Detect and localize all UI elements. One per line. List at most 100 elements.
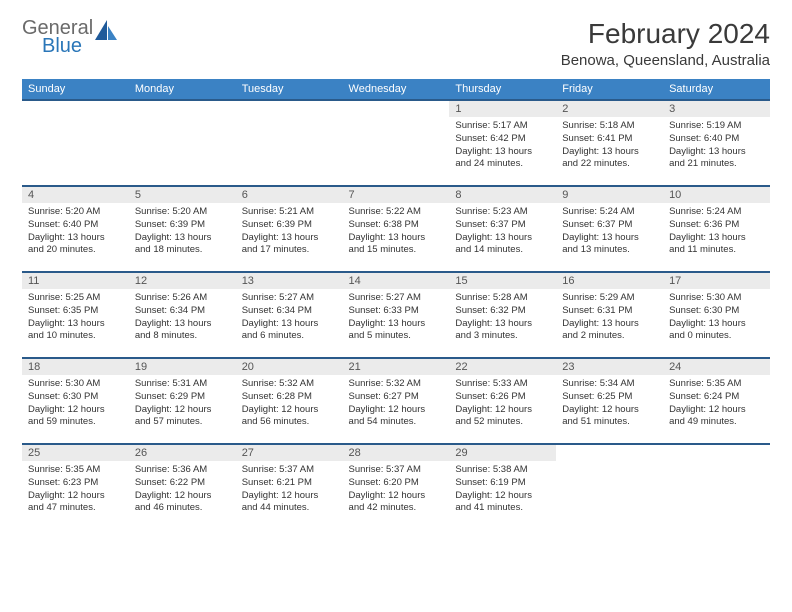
- day-details: Sunrise: 5:23 AMSunset: 6:37 PMDaylight:…: [449, 203, 556, 261]
- daylight-line: Daylight: 13 hours and 17 minutes.: [242, 232, 337, 258]
- day-details: Sunrise: 5:24 AMSunset: 6:37 PMDaylight:…: [556, 203, 663, 261]
- sunset-line: Sunset: 6:30 PM: [669, 305, 764, 318]
- sunrise-line: Sunrise: 5:21 AM: [242, 206, 337, 219]
- day-cell: 2Sunrise: 5:18 AMSunset: 6:41 PMDaylight…: [556, 100, 663, 186]
- day-cell: 10Sunrise: 5:24 AMSunset: 6:36 PMDayligh…: [663, 186, 770, 272]
- day-details: Sunrise: 5:20 AMSunset: 6:39 PMDaylight:…: [129, 203, 236, 261]
- sunrise-line: Sunrise: 5:30 AM: [669, 292, 764, 305]
- day-number: 26: [129, 445, 236, 461]
- day-details: Sunrise: 5:32 AMSunset: 6:28 PMDaylight:…: [236, 375, 343, 433]
- week-row: 25Sunrise: 5:35 AMSunset: 6:23 PMDayligh…: [22, 444, 770, 530]
- sunrise-line: Sunrise: 5:32 AM: [349, 378, 444, 391]
- day-cell: 6Sunrise: 5:21 AMSunset: 6:39 PMDaylight…: [236, 186, 343, 272]
- day-number: 10: [663, 187, 770, 203]
- day-number: 22: [449, 359, 556, 375]
- day-cell: 14Sunrise: 5:27 AMSunset: 6:33 PMDayligh…: [343, 272, 450, 358]
- day-details: Sunrise: 5:31 AMSunset: 6:29 PMDaylight:…: [129, 375, 236, 433]
- weekday-header: Saturday: [663, 79, 770, 100]
- day-number: 12: [129, 273, 236, 289]
- sunset-line: Sunset: 6:40 PM: [669, 133, 764, 146]
- weekday-header-row: SundayMondayTuesdayWednesdayThursdayFrid…: [22, 79, 770, 100]
- sunset-line: Sunset: 6:33 PM: [349, 305, 444, 318]
- daylight-line: Daylight: 13 hours and 18 minutes.: [135, 232, 230, 258]
- sunset-line: Sunset: 6:39 PM: [135, 219, 230, 232]
- sunrise-line: Sunrise: 5:24 AM: [669, 206, 764, 219]
- weekday-header: Sunday: [22, 79, 129, 100]
- empty-day: [343, 101, 450, 118]
- day-cell: 16Sunrise: 5:29 AMSunset: 6:31 PMDayligh…: [556, 272, 663, 358]
- day-details: Sunrise: 5:29 AMSunset: 6:31 PMDaylight:…: [556, 289, 663, 347]
- day-details: Sunrise: 5:33 AMSunset: 6:26 PMDaylight:…: [449, 375, 556, 433]
- day-cell: 26Sunrise: 5:36 AMSunset: 6:22 PMDayligh…: [129, 444, 236, 530]
- day-number: 19: [129, 359, 236, 375]
- day-cell: [129, 100, 236, 186]
- sunrise-line: Sunrise: 5:38 AM: [455, 464, 550, 477]
- sunset-line: Sunset: 6:22 PM: [135, 477, 230, 490]
- sunset-line: Sunset: 6:37 PM: [455, 219, 550, 232]
- day-number: 11: [22, 273, 129, 289]
- daylight-line: Daylight: 13 hours and 0 minutes.: [669, 318, 764, 344]
- sunset-line: Sunset: 6:21 PM: [242, 477, 337, 490]
- sunset-line: Sunset: 6:34 PM: [135, 305, 230, 318]
- sunrise-line: Sunrise: 5:20 AM: [135, 206, 230, 219]
- day-details: Sunrise: 5:26 AMSunset: 6:34 PMDaylight:…: [129, 289, 236, 347]
- sunrise-line: Sunrise: 5:25 AM: [28, 292, 123, 305]
- empty-day: [556, 445, 663, 462]
- day-number: 3: [663, 101, 770, 117]
- sunrise-line: Sunrise: 5:31 AM: [135, 378, 230, 391]
- sunset-line: Sunset: 6:36 PM: [669, 219, 764, 232]
- day-number: 15: [449, 273, 556, 289]
- day-number: 21: [343, 359, 450, 375]
- month-title: February 2024: [561, 18, 770, 50]
- day-number: 17: [663, 273, 770, 289]
- daylight-line: Daylight: 13 hours and 22 minutes.: [562, 146, 657, 172]
- day-cell: 21Sunrise: 5:32 AMSunset: 6:27 PMDayligh…: [343, 358, 450, 444]
- empty-day: [663, 445, 770, 462]
- daylight-line: Daylight: 13 hours and 5 minutes.: [349, 318, 444, 344]
- sunrise-line: Sunrise: 5:34 AM: [562, 378, 657, 391]
- daylight-line: Daylight: 12 hours and 44 minutes.: [242, 490, 337, 516]
- calendar-body: 1Sunrise: 5:17 AMSunset: 6:42 PMDaylight…: [22, 100, 770, 530]
- calendar-page: General Blue February 2024 Benowa, Queen…: [0, 0, 792, 548]
- day-details: Sunrise: 5:28 AMSunset: 6:32 PMDaylight:…: [449, 289, 556, 347]
- day-cell: 5Sunrise: 5:20 AMSunset: 6:39 PMDaylight…: [129, 186, 236, 272]
- daylight-line: Daylight: 13 hours and 2 minutes.: [562, 318, 657, 344]
- sunset-line: Sunset: 6:30 PM: [28, 391, 123, 404]
- day-details: Sunrise: 5:35 AMSunset: 6:23 PMDaylight:…: [22, 461, 129, 519]
- sunrise-line: Sunrise: 5:24 AM: [562, 206, 657, 219]
- weekday-header: Thursday: [449, 79, 556, 100]
- daylight-line: Daylight: 13 hours and 3 minutes.: [455, 318, 550, 344]
- logo-text: General Blue: [22, 18, 93, 56]
- sunrise-line: Sunrise: 5:37 AM: [349, 464, 444, 477]
- daylight-line: Daylight: 13 hours and 10 minutes.: [28, 318, 123, 344]
- sunrise-line: Sunrise: 5:20 AM: [28, 206, 123, 219]
- day-details: Sunrise: 5:22 AMSunset: 6:38 PMDaylight:…: [343, 203, 450, 261]
- day-number: 5: [129, 187, 236, 203]
- day-cell: 27Sunrise: 5:37 AMSunset: 6:21 PMDayligh…: [236, 444, 343, 530]
- daylight-line: Daylight: 12 hours and 52 minutes.: [455, 404, 550, 430]
- sunset-line: Sunset: 6:41 PM: [562, 133, 657, 146]
- day-details: Sunrise: 5:38 AMSunset: 6:19 PMDaylight:…: [449, 461, 556, 519]
- day-details: Sunrise: 5:19 AMSunset: 6:40 PMDaylight:…: [663, 117, 770, 175]
- sunrise-line: Sunrise: 5:22 AM: [349, 206, 444, 219]
- title-block: February 2024 Benowa, Queensland, Austra…: [561, 18, 770, 75]
- sunrise-line: Sunrise: 5:18 AM: [562, 120, 657, 133]
- day-cell: 22Sunrise: 5:33 AMSunset: 6:26 PMDayligh…: [449, 358, 556, 444]
- daylight-line: Daylight: 12 hours and 49 minutes.: [669, 404, 764, 430]
- week-row: 11Sunrise: 5:25 AMSunset: 6:35 PMDayligh…: [22, 272, 770, 358]
- daylight-line: Daylight: 13 hours and 20 minutes.: [28, 232, 123, 258]
- sunrise-line: Sunrise: 5:28 AM: [455, 292, 550, 305]
- day-cell: [343, 100, 450, 186]
- sunrise-line: Sunrise: 5:37 AM: [242, 464, 337, 477]
- sunset-line: Sunset: 6:42 PM: [455, 133, 550, 146]
- sunrise-line: Sunrise: 5:26 AM: [135, 292, 230, 305]
- day-details: Sunrise: 5:37 AMSunset: 6:21 PMDaylight:…: [236, 461, 343, 519]
- daylight-line: Daylight: 12 hours and 56 minutes.: [242, 404, 337, 430]
- weekday-header: Friday: [556, 79, 663, 100]
- day-cell: 8Sunrise: 5:23 AMSunset: 6:37 PMDaylight…: [449, 186, 556, 272]
- day-number: 4: [22, 187, 129, 203]
- day-number: 23: [556, 359, 663, 375]
- day-details: Sunrise: 5:20 AMSunset: 6:40 PMDaylight:…: [22, 203, 129, 261]
- day-number: 6: [236, 187, 343, 203]
- daylight-line: Daylight: 12 hours and 59 minutes.: [28, 404, 123, 430]
